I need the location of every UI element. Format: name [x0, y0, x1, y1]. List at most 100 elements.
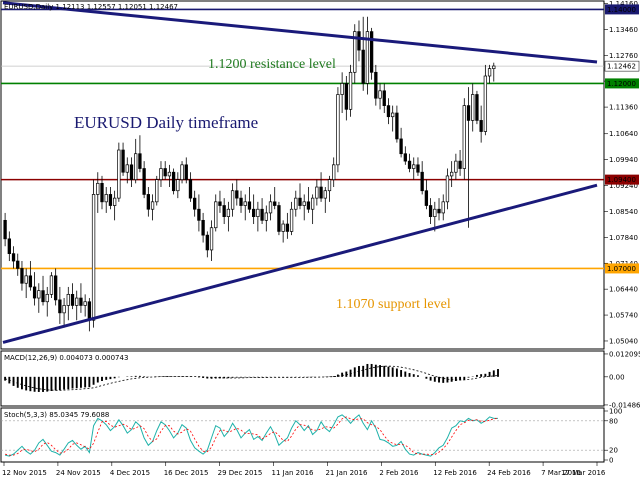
- candle-body: [344, 83, 348, 110]
- candle-body: [492, 65, 496, 69]
- candle-body: [100, 182, 104, 203]
- candle-body: [273, 201, 277, 206]
- candle-body: [361, 49, 365, 84]
- candle-body: [230, 190, 235, 210]
- candle-body: [24, 275, 28, 284]
- price-pane: 1.141601.134601.127601.120621.113601.106…: [0, 0, 640, 350]
- macd-title: MACD(12,26,9) 0.004073 0.000743: [4, 354, 128, 362]
- macd-pane: 0.012095 0.00 -0.014865 MACD(12,26,9) 0.00…: [0, 350, 640, 409]
- candle-body: [125, 164, 129, 173]
- pivot-price-tag: [605, 174, 639, 185]
- candle-body: [138, 153, 142, 169]
- candle-body: [146, 194, 150, 210]
- candle-body: [209, 227, 214, 251]
- candle-body: [416, 164, 420, 173]
- price-tick-label: 1.14160: [609, 0, 638, 8]
- time-tick-label: 21 Jan 2016: [325, 469, 368, 477]
- resistance-price-tag-label: 1.12000: [607, 80, 636, 88]
- candle-body: [235, 190, 239, 199]
- candle-body: [428, 205, 433, 217]
- candle-body: [306, 201, 311, 210]
- candle-body: [433, 208, 437, 217]
- candle-body: [466, 105, 471, 121]
- candle-body: [319, 186, 323, 199]
- candle-body: [458, 160, 462, 169]
- resistance-price-tag: [605, 78, 639, 89]
- time-tick-label: 4 Dec 2015: [110, 469, 150, 477]
- candle-body: [243, 201, 247, 206]
- candle-body: [180, 164, 184, 180]
- stoch-tick-label: 20: [609, 447, 618, 455]
- candle-body: [407, 160, 412, 169]
- time-axis: 12 Nov 2015 24 Nov 2015 4 Dec 2015 16 Dec 2…: [2, 462, 606, 477]
- candle-body: [83, 301, 87, 306]
- candle-body: [121, 149, 125, 173]
- candle-body: [7, 238, 11, 254]
- time-tick-label: 17 Mar 2016: [561, 469, 606, 477]
- macd-tick-label: -0.014865: [609, 401, 640, 409]
- time-tick-label: 2 Feb 2016: [379, 469, 419, 477]
- price-tick-label: 1.13460: [609, 26, 638, 34]
- candle-body: [247, 201, 252, 210]
- candle-body: [197, 208, 201, 221]
- descending-trendline: [2, 1, 598, 64]
- candle-body: [159, 168, 163, 180]
- candle-body: [150, 201, 155, 210]
- candle-body: [323, 190, 327, 199]
- candle-body: [365, 31, 370, 84]
- candle-body: [403, 153, 407, 162]
- candle-body: [41, 290, 45, 303]
- candle-body: [336, 94, 340, 166]
- support-annotation: 1.1070 support level: [336, 297, 451, 312]
- current-price-tag: [604, 60, 640, 72]
- time-tick-label: 24 Feb 2016: [487, 469, 531, 477]
- candle-body: [420, 171, 424, 192]
- candle-body: [327, 179, 332, 192]
- time-tick-label: 29 Dec 2015: [218, 469, 263, 477]
- candle-body: [117, 149, 121, 199]
- candlesticks: [3, 16, 496, 332]
- candle-body: [176, 179, 180, 192]
- price-tick-label: 1.12760: [609, 52, 638, 60]
- candle-body: [62, 305, 66, 314]
- candle-body: [218, 201, 222, 206]
- candle-body: [75, 297, 79, 306]
- candle-body: [348, 71, 353, 110]
- candle-body: [298, 197, 302, 206]
- candle-body: [483, 75, 488, 132]
- candle-body: [87, 301, 92, 321]
- candle-body: [462, 105, 466, 169]
- candle-body: [66, 293, 70, 306]
- candle-body: [281, 223, 285, 232]
- candle-body: [260, 208, 264, 221]
- candle-body: [171, 171, 176, 192]
- candle-body: [226, 208, 231, 217]
- candle-body: [11, 253, 16, 262]
- candle-body: [3, 219, 7, 240]
- stoch-tick-label: 0: [609, 457, 613, 465]
- resistance-annotation: 1.1200 resistance level: [208, 57, 336, 72]
- candle-body: [28, 275, 33, 288]
- candle-body: [353, 31, 357, 73]
- time-tick-label: 16 Dec 2015: [164, 469, 209, 477]
- candle-body: [108, 194, 113, 206]
- candle-body: [399, 138, 403, 155]
- candle-body: [54, 275, 58, 301]
- candle-body: [222, 205, 226, 217]
- candle-body: [16, 260, 20, 269]
- candle-body: [20, 268, 24, 284]
- pivot-price-tag-label: 1.09400: [607, 176, 636, 184]
- candle-body: [479, 120, 483, 132]
- price-tick-label: 1.07840: [609, 234, 638, 242]
- chart-header: EURUSD,Daily 1.12113 1.12557 1.12051 1.1…: [4, 3, 178, 11]
- candle-body: [45, 293, 49, 303]
- candle-body: [475, 94, 479, 121]
- time-tick-label: 12 Feb 2016: [433, 469, 477, 477]
- candle-body: [91, 194, 96, 321]
- candle-body: [315, 186, 319, 199]
- candle-body: [391, 112, 395, 118]
- candle-body: [155, 179, 159, 203]
- stoch-tick-label: 80: [609, 417, 618, 425]
